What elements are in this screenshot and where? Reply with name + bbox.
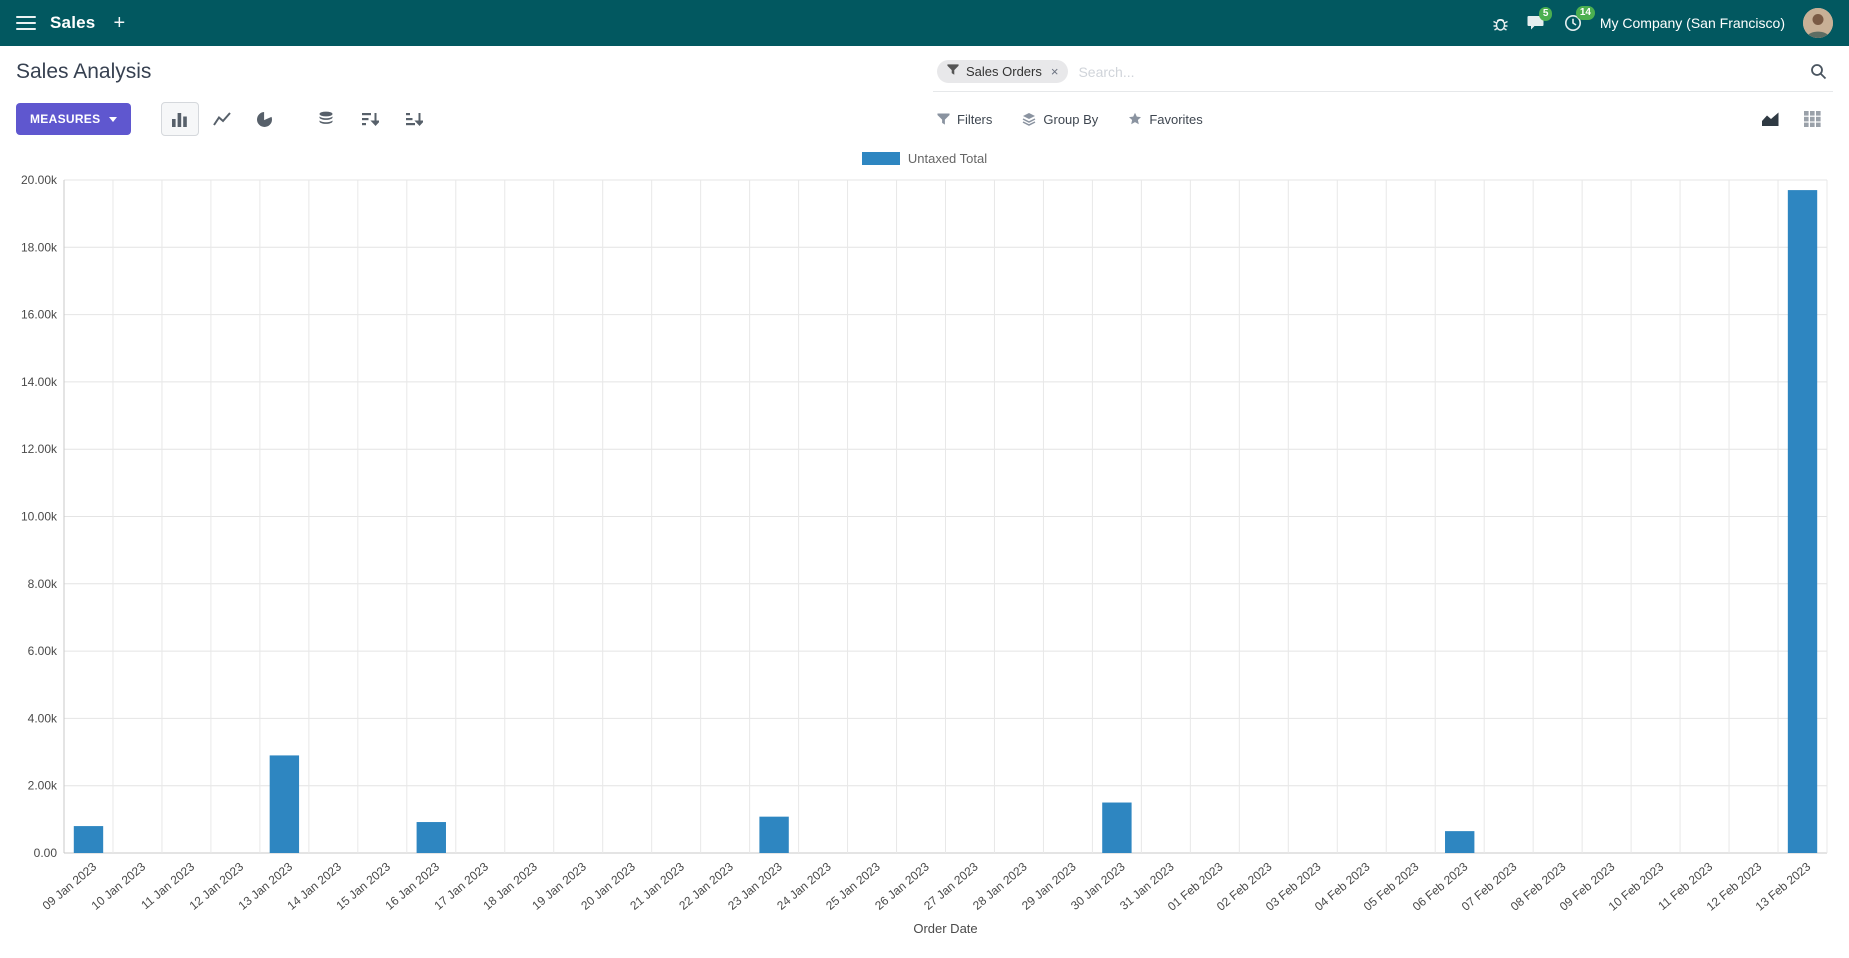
- top-navbar: Sales + 5 14 My Company (San Francisco): [0, 0, 1849, 46]
- chart-zone: Untaxed Total 0.00 2.00k 4.00k 6.00k 8.00k 10…: [0, 146, 1849, 950]
- bar[interactable]: [73, 826, 104, 853]
- page-title: Sales Analysis: [16, 60, 152, 83]
- pivot-view-button[interactable]: [1795, 104, 1829, 134]
- bar[interactable]: [1787, 190, 1818, 854]
- bar[interactable]: [416, 822, 446, 853]
- filter-funnel-icon: [947, 64, 959, 79]
- debug-icon[interactable]: [1492, 15, 1509, 32]
- measures-button[interactable]: MEASURES: [16, 103, 132, 135]
- group-by-button[interactable]: Group By: [1022, 112, 1098, 127]
- bar-chart[interactable]: 0.00 2.00k 4.00k 6.00k 8.00k 10.00k 12.00k 14.0…: [14, 170, 1835, 945]
- bar[interactable]: [759, 816, 789, 853]
- layers-icon: [1022, 112, 1036, 126]
- star-icon: [1128, 112, 1142, 126]
- new-tab-button[interactable]: +: [113, 11, 126, 34]
- svg-text:6.00k: 6.00k: [28, 644, 58, 658]
- chart-toggles-group: [307, 102, 433, 136]
- pie-chart-button[interactable]: [245, 102, 283, 136]
- svg-text:0.00: 0.00: [34, 846, 58, 860]
- svg-text:16.00k: 16.00k: [21, 308, 58, 322]
- chart-type-group: [161, 102, 283, 136]
- search-facet[interactable]: Sales Orders ×: [937, 60, 1069, 83]
- svg-text:8.00k: 8.00k: [28, 577, 58, 591]
- legend-label: Untaxed Total: [907, 150, 988, 166]
- search-options: Filters Group By: [933, 112, 1203, 127]
- company-switcher[interactable]: My Company (San Francisco): [1599, 15, 1785, 31]
- search-icon[interactable]: [1810, 63, 1827, 80]
- search-facet-label: Sales Orders: [966, 64, 1042, 79]
- messages-badge: 5: [1538, 6, 1553, 21]
- apps-menu-icon[interactable]: [16, 15, 36, 31]
- search-input[interactable]: [1078, 63, 1800, 80]
- svg-text:10.00k: 10.00k: [21, 510, 58, 524]
- svg-text:Order Date: Order Date: [913, 921, 977, 936]
- svg-text:20.00k: 20.00k: [21, 173, 58, 187]
- line-chart-button[interactable]: [203, 102, 241, 136]
- sort-descending-button[interactable]: [351, 102, 389, 136]
- chart-legend[interactable]: Untaxed Total: [0, 146, 1849, 170]
- filters-button[interactable]: Filters: [937, 112, 992, 127]
- graph-view-button[interactable]: [1753, 104, 1787, 134]
- activities-clock-icon[interactable]: 14: [1564, 6, 1595, 32]
- stacked-toggle-button[interactable]: [307, 102, 345, 136]
- facet-remove-icon[interactable]: ×: [1050, 64, 1059, 79]
- bar-chart-button[interactable]: [161, 102, 200, 136]
- search-bar[interactable]: Sales Orders ×: [933, 58, 1833, 92]
- bar[interactable]: [1445, 831, 1475, 853]
- chevron-down-icon: [109, 116, 118, 122]
- svg-text:18.00k: 18.00k: [21, 240, 58, 254]
- user-avatar[interactable]: [1803, 8, 1833, 38]
- app-name[interactable]: Sales: [50, 13, 96, 32]
- view-switcher: [1753, 104, 1833, 134]
- svg-text:4.00k: 4.00k: [28, 711, 58, 725]
- favorites-button[interactable]: Favorites: [1128, 112, 1203, 127]
- svg-text:10 Jan 2023: 10 Jan 2023: [89, 859, 149, 912]
- svg-text:14.00k: 14.00k: [21, 375, 58, 389]
- bar[interactable]: [1102, 802, 1132, 853]
- legend-swatch: [861, 151, 900, 165]
- svg-text:12.00k: 12.00k: [21, 442, 58, 456]
- bar[interactable]: [269, 755, 300, 853]
- activities-badge: 14: [1575, 6, 1595, 20]
- sort-ascending-button[interactable]: [395, 102, 433, 136]
- filters-funnel-icon: [937, 112, 950, 126]
- control-panel: Sales Analysis Sales Orders × MEASURES: [0, 46, 1849, 140]
- svg-text:2.00k: 2.00k: [28, 779, 58, 793]
- messages-icon[interactable]: 5: [1527, 6, 1553, 32]
- chart-area: 0.00 2.00k 4.00k 6.00k 8.00k 10.00k 12.00k 14.0…: [14, 170, 1835, 950]
